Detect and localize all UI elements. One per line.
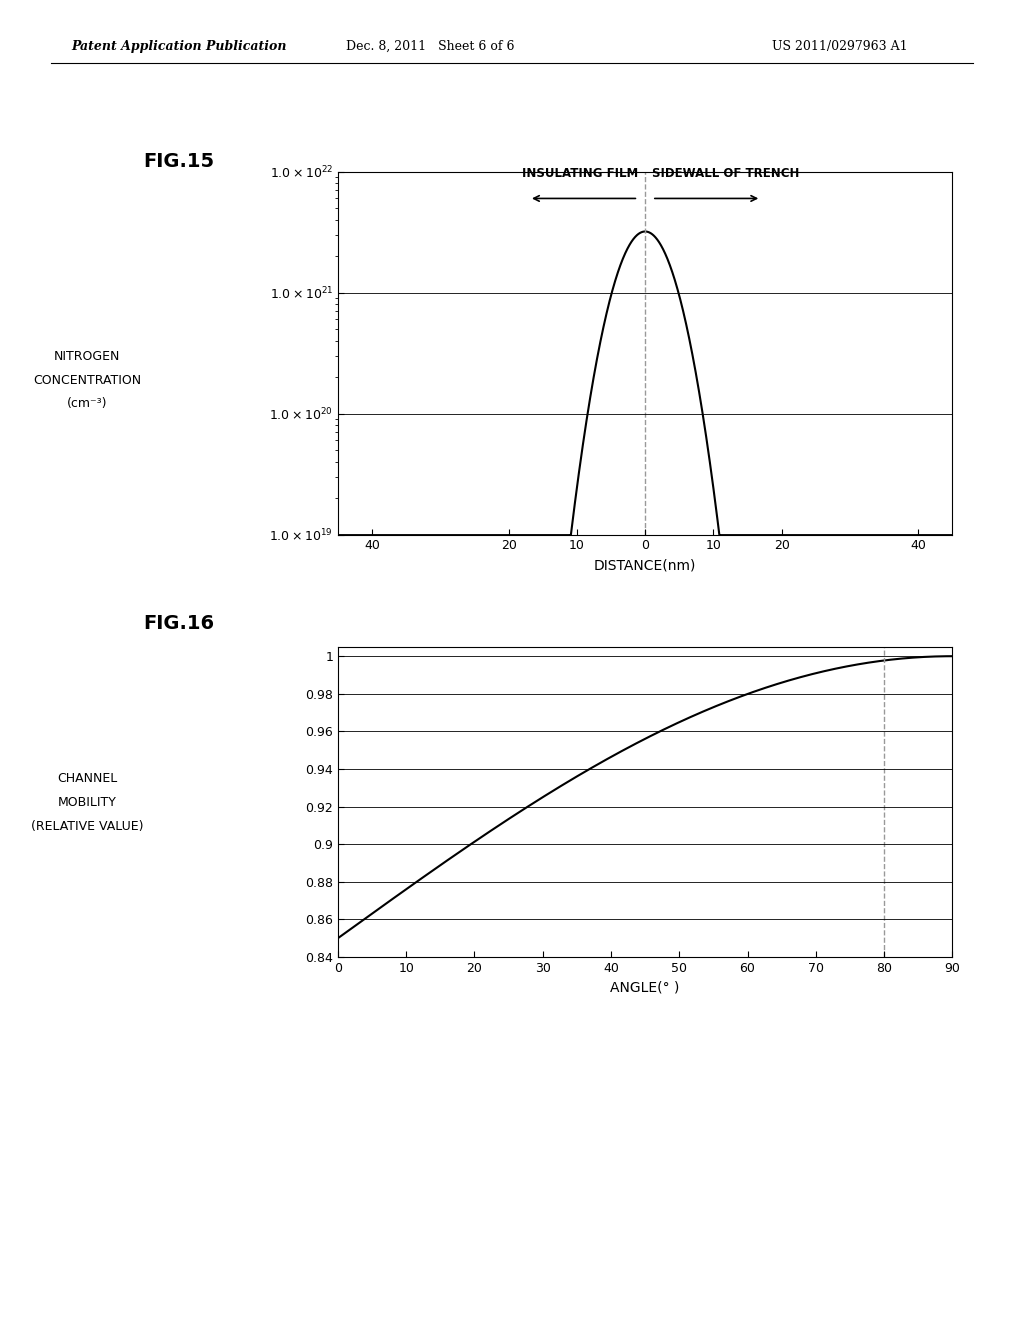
Text: (RELATIVE VALUE): (RELATIVE VALUE) — [31, 820, 143, 833]
Text: FIG.16: FIG.16 — [143, 614, 214, 632]
Text: NITROGEN: NITROGEN — [54, 350, 120, 363]
Text: CHANNEL: CHANNEL — [57, 772, 117, 785]
Text: US 2011/0297963 A1: US 2011/0297963 A1 — [772, 40, 907, 53]
Text: Dec. 8, 2011   Sheet 6 of 6: Dec. 8, 2011 Sheet 6 of 6 — [346, 40, 514, 53]
Text: Patent Application Publication: Patent Application Publication — [72, 40, 287, 53]
Text: (cm⁻³): (cm⁻³) — [67, 397, 108, 411]
X-axis label: ANGLE(° ): ANGLE(° ) — [610, 981, 680, 994]
Text: MOBILITY: MOBILITY — [57, 796, 117, 809]
Text: FIG.15: FIG.15 — [143, 152, 214, 170]
Text: INSULATING FILM: INSULATING FILM — [522, 168, 638, 180]
Text: CONCENTRATION: CONCENTRATION — [33, 374, 141, 387]
Text: SIDEWALL OF TRENCH: SIDEWALL OF TRENCH — [652, 168, 800, 180]
X-axis label: DISTANCE(nm): DISTANCE(nm) — [594, 558, 696, 572]
